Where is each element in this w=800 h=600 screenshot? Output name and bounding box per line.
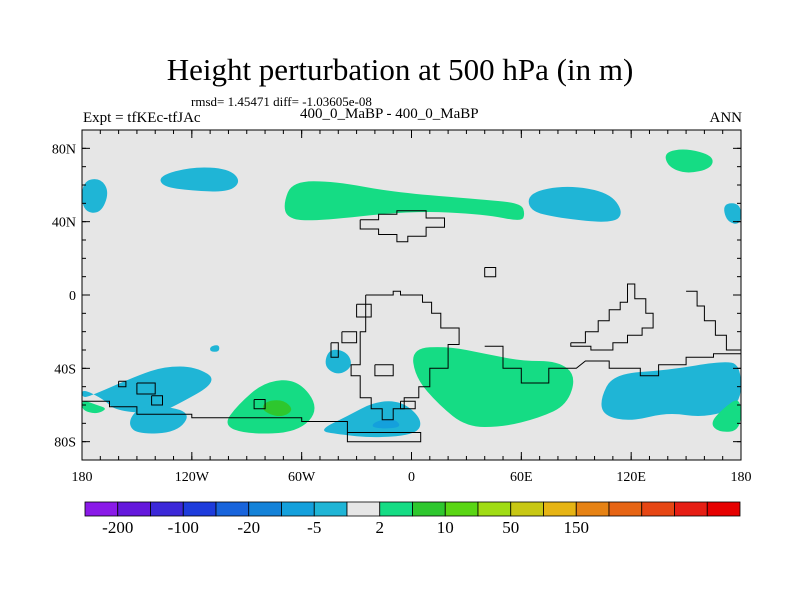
colorbar-swatch — [281, 501, 315, 517]
colorbar-swatch — [641, 501, 675, 517]
colorbar-swatch — [477, 501, 512, 517]
anomaly-region--5 — [160, 167, 239, 192]
colorbar-label: 2 — [376, 518, 385, 537]
lat-tick-label: 0 — [69, 289, 76, 304]
colorbar-swatch — [150, 501, 184, 517]
anomaly-region--5 — [130, 406, 187, 434]
anomaly-region--5 — [724, 203, 741, 224]
lon-tick-label: 180 — [72, 470, 93, 485]
coastlines — [82, 210, 741, 443]
coastline — [136, 382, 156, 395]
anomaly-region-10 — [262, 400, 292, 416]
coastline — [151, 395, 163, 406]
lat-tick-label: 40S — [54, 362, 76, 377]
lon-tick-label: 0 — [408, 470, 415, 485]
coastline — [484, 345, 741, 384]
colorbar-label: -100 — [168, 518, 199, 537]
coastline — [82, 400, 422, 443]
anomaly-region--5 — [324, 401, 421, 438]
colorbar-swatch — [379, 501, 413, 517]
colorbar-label: -20 — [237, 518, 260, 537]
experiment-label: Expt = tfKEc-tfJAc — [83, 110, 201, 126]
rmsd-stats: rmsd= 1.45471 diff= -1.03605e-08 — [191, 94, 372, 109]
plot-title: Height perturbation at 500 hPa (in m) — [166, 52, 634, 87]
coastline — [374, 364, 394, 377]
season-label: ANN — [709, 110, 743, 126]
anomaly-region--5 — [210, 345, 220, 352]
colorbar-swatch — [215, 501, 250, 517]
lat-tick-label: 80S — [54, 436, 76, 451]
colorbar-swatch — [248, 501, 282, 517]
colorbar-swatch — [543, 501, 577, 517]
colorbar-swatch — [84, 501, 119, 517]
coastline — [570, 283, 654, 351]
coastline — [118, 380, 127, 388]
colorbar-label: 50 — [502, 518, 519, 537]
lat-tick-label: 80N — [52, 142, 76, 157]
colorbar: -200 -100 -20 -5 2 10 50 150 — [84, 501, 741, 537]
anomaly-region-2 — [284, 181, 525, 221]
coastline — [356, 303, 372, 318]
anomaly-region--5 — [528, 186, 621, 222]
coastline — [350, 290, 460, 421]
colorbar-swatch — [575, 501, 610, 517]
colorbar-label: 10 — [437, 518, 454, 537]
lon-tick-label: 120W — [175, 470, 210, 485]
anomaly-region--5 — [82, 179, 108, 213]
coastline — [400, 400, 416, 410]
lon-tick-label: 120E — [616, 470, 646, 485]
axis-ticks: 80N 40N 0 40S 80S 180 120W 60W 0 60E 120E 180 — [52, 129, 752, 485]
colorbar-swatch — [706, 501, 741, 517]
coastline — [359, 210, 445, 243]
colorbar-swatch — [117, 501, 151, 517]
anomaly-region--5 — [325, 349, 351, 374]
colorbar-swatch — [674, 501, 708, 517]
colorbar-label: 150 — [564, 518, 590, 537]
colorbar-swatch — [444, 501, 479, 517]
coastline — [341, 331, 358, 344]
colorbar-swatch — [510, 501, 544, 517]
comparison-label: 400_0_MaBP - 400_0_MaBP — [300, 106, 479, 122]
colorbar-swatch — [182, 501, 217, 517]
colorbar-label: -200 — [102, 518, 133, 537]
anomaly-region--20 — [372, 419, 400, 429]
lon-tick-label: 60E — [510, 470, 533, 485]
colorbar-swatch — [313, 501, 348, 517]
coastline — [330, 342, 339, 358]
anomaly-region-2 — [82, 401, 105, 414]
lon-tick-label: 180 — [731, 470, 752, 485]
anomaly-region-2 — [665, 149, 713, 173]
anomaly-region--5 — [601, 362, 741, 420]
colorbar-swatch — [346, 501, 381, 517]
coastline — [686, 290, 741, 351]
colorbar-swatch — [412, 501, 446, 517]
colorbar-label: -5 — [307, 518, 321, 537]
coastline — [484, 267, 497, 278]
lat-tick-label: 40N — [52, 216, 76, 231]
anomaly-region-2 — [413, 347, 574, 427]
coastline — [253, 399, 266, 410]
anomaly-fills — [82, 149, 741, 438]
colorbar-swatch — [608, 501, 643, 517]
anomaly-region--5 — [82, 366, 212, 413]
lon-tick-label: 60W — [288, 470, 316, 485]
anomaly-region-2 — [712, 400, 741, 432]
